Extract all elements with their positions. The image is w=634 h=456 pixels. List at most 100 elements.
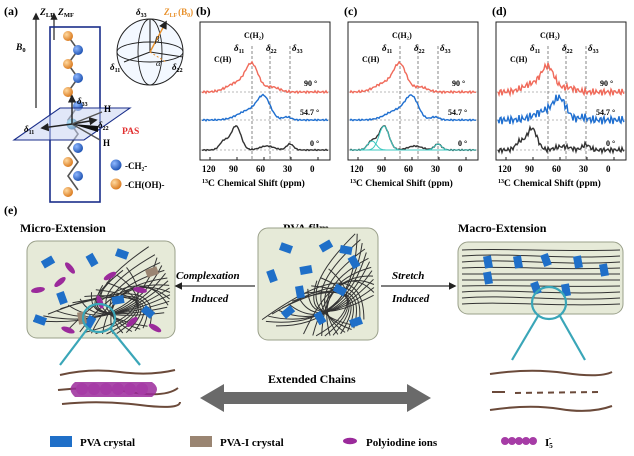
legend-choh-icon bbox=[110, 178, 122, 190]
sphere-d11-axis bbox=[123, 51, 151, 63]
pva-crystal bbox=[280, 305, 296, 319]
d33-label: δ33 bbox=[77, 96, 88, 108]
pva-crystal bbox=[295, 285, 305, 299]
pva-crystal bbox=[339, 245, 353, 255]
legend-i5-bead bbox=[508, 437, 516, 445]
panel-a: (a) ZLF ZMF B0 δ3 bbox=[4, 4, 193, 203]
macro-loop bbox=[530, 285, 568, 321]
wedge-bond bbox=[72, 124, 98, 132]
panel-d: (d) C(H₂) C(H)δ11 δ22 δ33 90 ° 54.7 ° 0 ° 120 90 6… bbox=[492, 4, 627, 189]
pva-i-crystal bbox=[144, 266, 160, 278]
d22-label: δ22 bbox=[562, 43, 573, 55]
x-tick-label: 120 bbox=[202, 164, 216, 174]
zoom-chain-dashed bbox=[514, 391, 601, 394]
angle-label: 90 ° bbox=[600, 79, 613, 88]
legend: PVA crystal PVA-I crystal Polyiodine ion… bbox=[50, 434, 553, 450]
stretch-induced-label: Induced bbox=[391, 293, 430, 305]
x-tick-label: 0 bbox=[458, 164, 463, 174]
pva-crystal bbox=[530, 280, 542, 296]
d11-label: δ11 bbox=[530, 43, 540, 55]
panel-label: (b) bbox=[196, 4, 211, 18]
d11-label: δ11 bbox=[234, 43, 244, 55]
ch-peak-label: C(H) bbox=[214, 55, 232, 64]
i5-bead bbox=[124, 383, 136, 395]
legend-pva-i-crystal-label: PVA-I crystal bbox=[220, 437, 284, 449]
polymer-chain bbox=[43, 265, 163, 320]
z-mf-label: ZMF bbox=[57, 8, 74, 19]
plot-frame bbox=[199, 21, 331, 161]
zoom-chain bbox=[59, 369, 176, 376]
ch2-atom bbox=[73, 171, 83, 181]
angle-label: 0 ° bbox=[310, 139, 319, 148]
d22-label: δ22 bbox=[414, 43, 425, 55]
d22-label: δ22 bbox=[266, 43, 277, 55]
micro-magnifier bbox=[59, 302, 141, 366]
pva-crystal bbox=[573, 255, 583, 269]
x-tick-label: 60 bbox=[404, 164, 414, 174]
d22-vector bbox=[71, 116, 98, 126]
micro-loop bbox=[81, 302, 117, 334]
panel-e: (e) Micro-Extension PVA film Macro-Exten… bbox=[4, 203, 624, 450]
panel-label: (c) bbox=[344, 4, 357, 18]
polymer-chain bbox=[261, 282, 365, 321]
h-label-1: H bbox=[104, 104, 111, 114]
sphere-projection bbox=[149, 51, 167, 63]
d11-label: δ11 bbox=[382, 43, 392, 55]
z-lf-label: ZLF bbox=[39, 8, 54, 19]
blue-spectrum bbox=[201, 93, 329, 122]
micro-extension-title: Micro-Extension bbox=[20, 221, 106, 235]
x-tick-label: 30 bbox=[431, 164, 441, 174]
legend-pva-crystal-label: PVA crystal bbox=[80, 437, 135, 449]
i5-bead bbox=[136, 383, 148, 395]
black-spectrum bbox=[497, 124, 625, 156]
legend-polyiodine-label: Polyiodine ions bbox=[366, 437, 438, 449]
zlf-b0-label: ZLF(B0) bbox=[163, 7, 193, 19]
x-tick-label: 30 bbox=[283, 164, 293, 174]
plot-frame bbox=[347, 21, 479, 161]
zoom-chain bbox=[61, 401, 181, 408]
blue-spectrum bbox=[349, 94, 476, 122]
black-spectrum bbox=[201, 124, 329, 152]
panel-b: (b) C(H₂) C(H)δ11 δ22 δ33 90 ° 54.7 ° 0 ° 120 90 6… bbox=[196, 4, 331, 189]
d11-vector bbox=[40, 122, 73, 132]
angle-label: 0 ° bbox=[606, 139, 615, 148]
extended-chains-label: Extended Chains bbox=[268, 372, 356, 386]
i5-bead bbox=[88, 383, 100, 395]
x-tick-label: 60 bbox=[552, 164, 562, 174]
pva-crystal bbox=[266, 268, 278, 284]
pva-crystal bbox=[513, 255, 523, 269]
polymer-chain bbox=[461, 254, 621, 258]
x-tick-label: 30 bbox=[579, 164, 589, 174]
beta-label: β bbox=[154, 34, 160, 44]
panel-a-label: (a) bbox=[4, 4, 18, 18]
angle-label: 90 ° bbox=[304, 79, 317, 88]
ch2-peak-label: C(H₂) bbox=[540, 31, 560, 40]
macro-extension-title: Macro-Extension bbox=[458, 221, 547, 235]
angle-label: 54.7 ° bbox=[596, 108, 615, 117]
angle-label: 0 ° bbox=[458, 139, 467, 148]
red-spectrum bbox=[497, 62, 625, 98]
polyiodine-ion bbox=[61, 326, 75, 334]
angle-label: 54.7 ° bbox=[448, 108, 467, 117]
h-label-2: H bbox=[103, 138, 110, 148]
legend-pva-crystal-swatch bbox=[50, 436, 72, 447]
d33-label: δ33 bbox=[588, 43, 599, 55]
complexation-label: Complexation bbox=[176, 270, 240, 282]
extended-chains-arrow bbox=[200, 384, 431, 412]
polymer-chain bbox=[313, 280, 374, 312]
d33-label: δ33 bbox=[440, 43, 451, 55]
pva-crystal bbox=[40, 255, 56, 269]
polymer-chain bbox=[315, 268, 348, 337]
polyiodine-ion bbox=[96, 295, 104, 309]
pva-crystal bbox=[332, 283, 348, 297]
polymer-chain bbox=[461, 266, 621, 270]
macro-loop-line-left bbox=[511, 315, 539, 361]
legend-pva-i-crystal-swatch bbox=[190, 436, 212, 447]
x-tick-label: 90 bbox=[229, 164, 239, 174]
x-tick-label: 90 bbox=[525, 164, 535, 174]
ch-peak-label: C(H) bbox=[362, 55, 380, 64]
ch2-peak-label: C(H₂) bbox=[244, 31, 264, 40]
angle-label: 54.7 ° bbox=[300, 108, 319, 117]
sphere-d22-axis bbox=[149, 51, 184, 58]
plot-frame bbox=[495, 21, 627, 161]
